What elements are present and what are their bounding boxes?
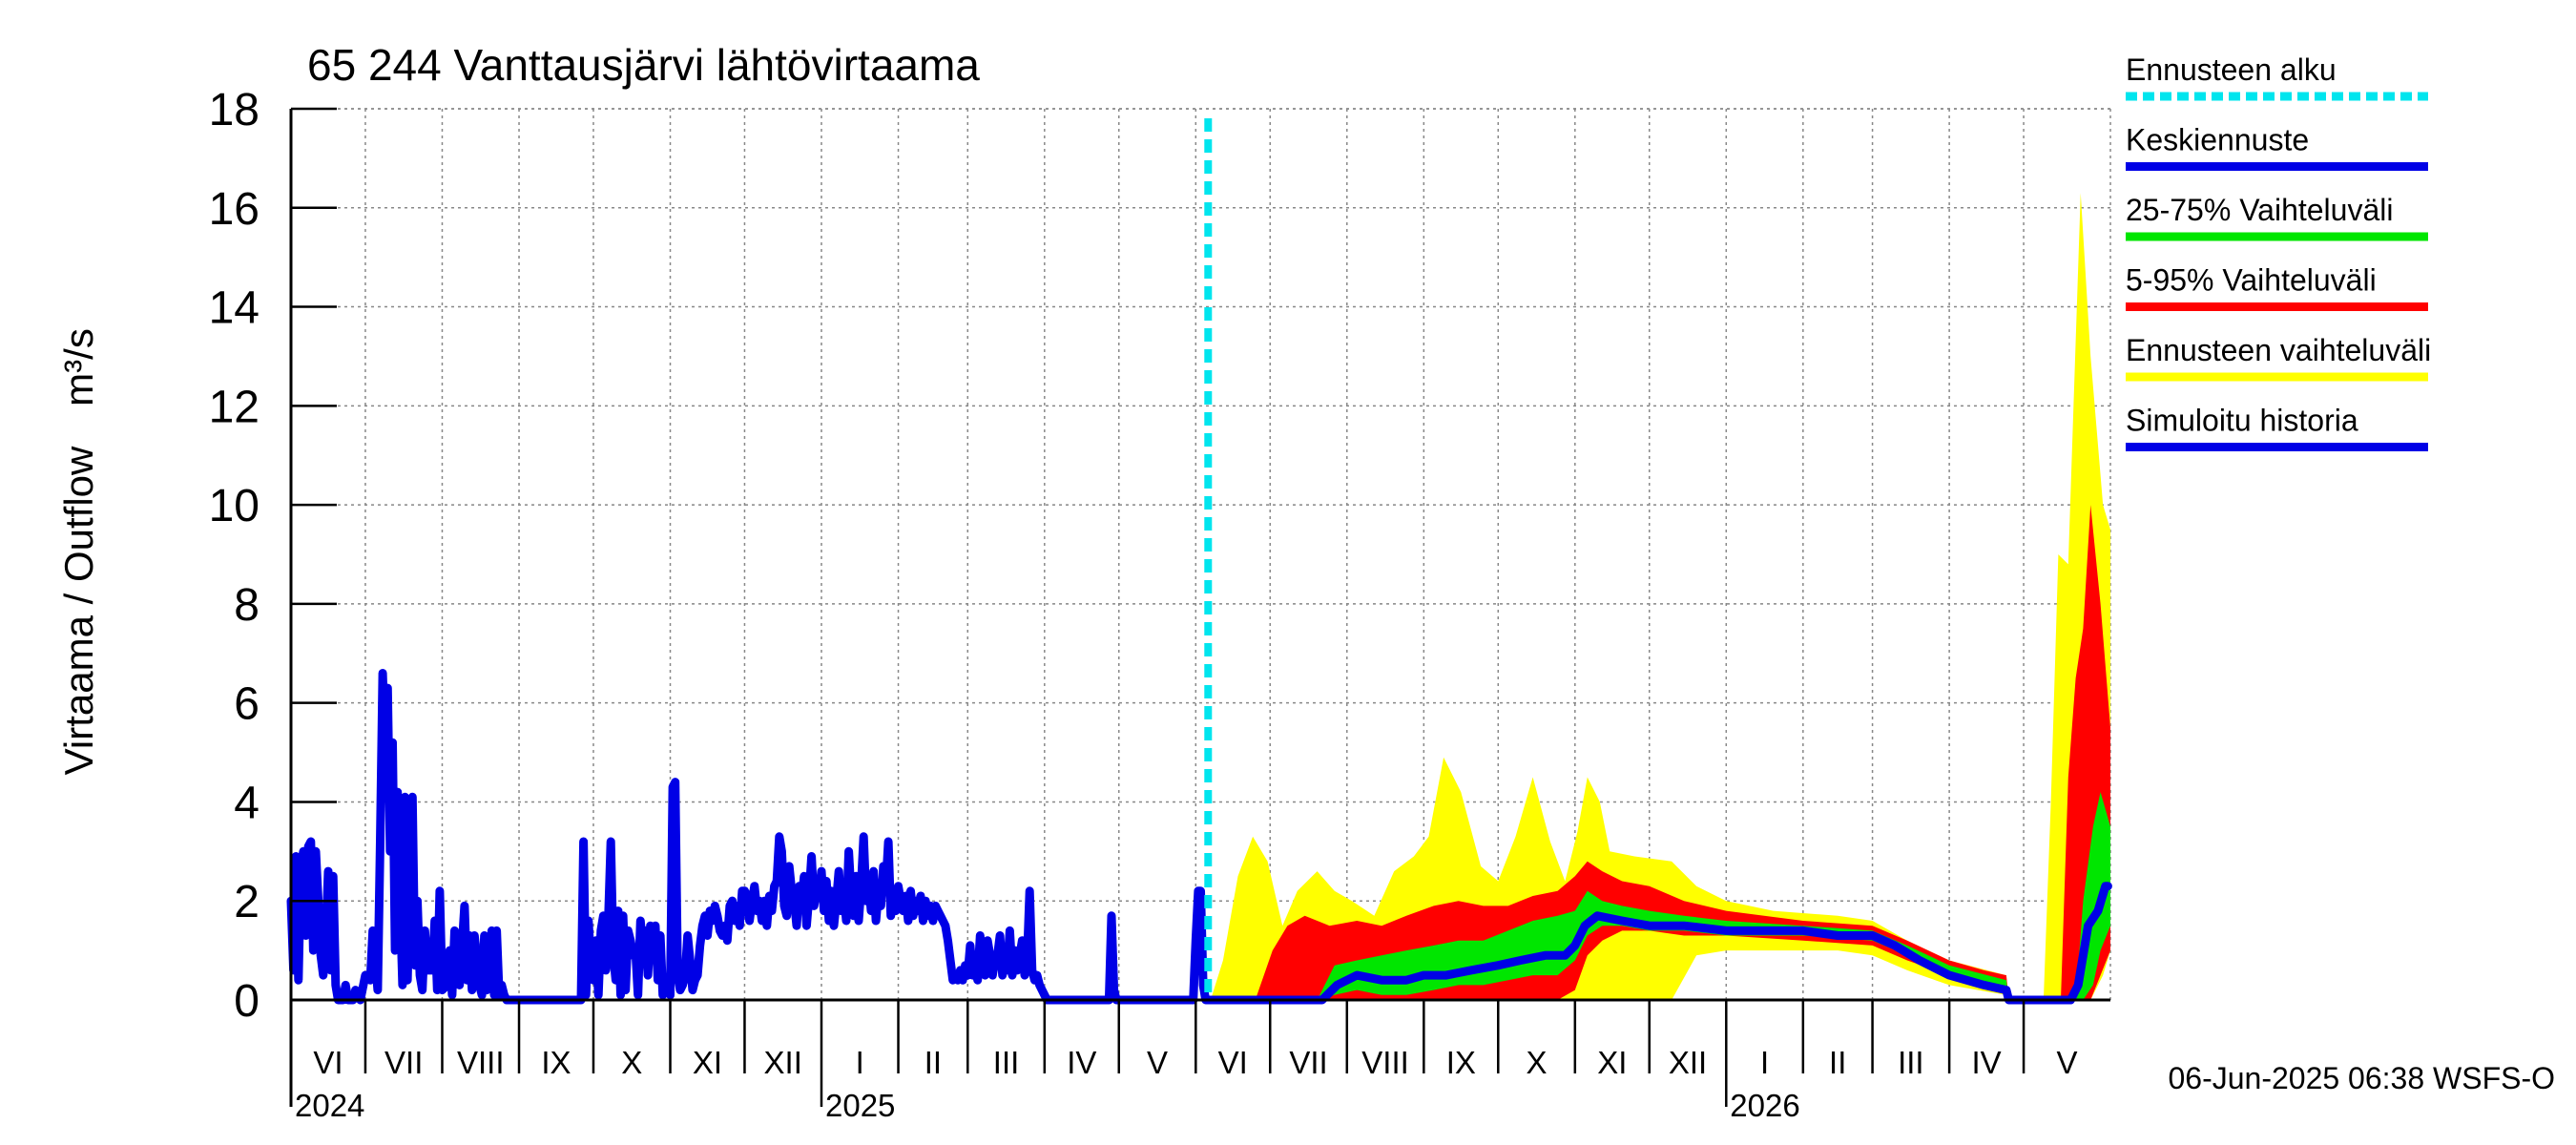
- timestamp: 06-Jun-2025 06:38 WSFS-O: [2168, 1061, 2555, 1095]
- x-month-label: V: [1147, 1045, 1168, 1080]
- legend-label: Simuloitu historia: [2126, 404, 2358, 438]
- y-axis-unit: m³/s: [56, 328, 101, 406]
- x-month-label: II: [1829, 1045, 1846, 1080]
- series-lines: [286, 118, 2112, 1005]
- x-month-label: III: [993, 1045, 1020, 1080]
- x-month-label: VI: [1218, 1045, 1248, 1080]
- series-simuloitu-historia: [286, 669, 1213, 1005]
- x-month-label: V: [2057, 1045, 2078, 1080]
- y-axis-label: Virtaama / Outflow: [56, 446, 101, 775]
- forecast-bands: [1210, 193, 2110, 1000]
- legend-label: 5-95% Vaihteluväli: [2126, 263, 2377, 298]
- grid: [291, 108, 2111, 1001]
- legend-label: Ennusteen vaihteluväli: [2126, 333, 2431, 367]
- legend: Ennusteen alku Keskiennuste 25-75% Vaihtel…: [2126, 52, 2431, 451]
- y-tick-label: 8: [234, 580, 260, 631]
- x-month-label: I: [856, 1045, 864, 1080]
- x-year-label: 2026: [1730, 1088, 1799, 1123]
- x-month-label: X: [621, 1045, 642, 1080]
- legend-label: Keskiennuste: [2126, 123, 2309, 157]
- x-year-label: 2024: [295, 1088, 364, 1123]
- y-tick-label: 0: [234, 976, 260, 1027]
- x-month-label: VIII: [457, 1045, 505, 1080]
- x-month-label: IV: [1972, 1045, 2002, 1080]
- x-month-label: VI: [313, 1045, 343, 1080]
- x-month-label: VIII: [1361, 1045, 1409, 1080]
- x-month-label: VII: [384, 1045, 423, 1080]
- y-tick-label: 18: [209, 85, 260, 135]
- axes: [289, 107, 2110, 1107]
- x-month-label: VII: [1289, 1045, 1327, 1080]
- band-ennusteen-vaihteluv-li: [1210, 193, 2110, 1000]
- x-month-label: I: [1760, 1045, 1769, 1080]
- chart-title: 65 244 Vanttausjärvi lähtövirtaama: [307, 40, 980, 90]
- x-month-label: X: [1527, 1045, 1548, 1080]
- x-month-label: II: [924, 1045, 942, 1080]
- x-month-label: IV: [1067, 1045, 1096, 1080]
- legend-label: Ennusteen alku: [2126, 52, 2337, 87]
- y-tick-label: 12: [209, 382, 260, 432]
- x-month-label: XII: [764, 1045, 802, 1080]
- x-month-label: IX: [541, 1045, 571, 1080]
- y-tick-label: 6: [234, 679, 260, 730]
- y-tick-label: 14: [209, 283, 260, 334]
- band-25-75-vaihteluv-li: [1317, 792, 2110, 1000]
- legend-label: 25-75% Vaihteluväli: [2126, 193, 2393, 227]
- x-month-label: IX: [1446, 1045, 1476, 1080]
- x-month-label: III: [1898, 1045, 1924, 1080]
- band-5-95-vaihteluv-li: [1255, 505, 2110, 1000]
- x-month-label: XI: [693, 1045, 722, 1080]
- x-month-label: XII: [1669, 1045, 1707, 1080]
- x-year-label: 2025: [825, 1088, 895, 1123]
- y-tick-label: 4: [234, 778, 260, 828]
- x-month-label: XI: [1597, 1045, 1627, 1080]
- y-tick-label: 16: [209, 184, 260, 235]
- y-tick-label: 2: [234, 877, 260, 927]
- y-tick-label: 10: [209, 481, 260, 531]
